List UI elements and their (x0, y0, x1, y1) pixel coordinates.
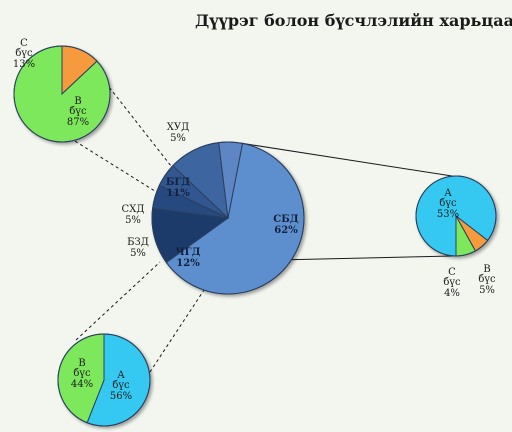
label-value: 53% (437, 209, 459, 220)
label-name-part: А (117, 370, 125, 381)
label-value: 56% (110, 391, 132, 402)
label-name-part: В (74, 96, 81, 107)
label-name-part: бүс (443, 277, 461, 288)
label-value: 5% (479, 285, 495, 296)
chgd-zones-pie (57, 333, 151, 427)
label-name-part: бүс (15, 48, 33, 59)
connector-chgd-1 (75, 261, 161, 341)
label-name-part: В (483, 264, 490, 275)
connector-hud-1 (69, 137, 167, 199)
label-name-part: БГД (166, 177, 190, 188)
label-value: 13% (13, 59, 35, 70)
chgd-zones-outline (57, 333, 151, 427)
connector-hud-2 (101, 77, 183, 181)
label-name-part: СХД (122, 204, 145, 215)
label-name-part: А (444, 188, 452, 199)
label-value: 62% (274, 225, 298, 236)
label-name-part: СБД (273, 214, 299, 225)
districts-label-bzd: БЗД 5% (127, 237, 149, 259)
label-name-part: В (78, 358, 85, 369)
districts-pie (151, 141, 305, 295)
connector-chgd-2 (149, 289, 205, 373)
label-value: 12% (176, 258, 200, 269)
label-value: 4% (444, 288, 460, 299)
label-value: 87% (67, 117, 89, 128)
label-name-part: бүс (112, 380, 130, 391)
sbd-zones-outline (415, 175, 497, 257)
label-name-part: бүс (73, 368, 91, 379)
label-value: 5% (170, 133, 186, 144)
label-name-part: ЧГД (176, 247, 201, 258)
districts-label-bgd: БГД 11% (166, 177, 190, 199)
label-name-part: бүс (478, 274, 496, 285)
districts-outline (151, 141, 305, 295)
label-value: 5% (125, 215, 141, 226)
chart-title: Дүүрэг болон бүсчлэлийн харьцаа (195, 11, 512, 30)
label-name-part: С (448, 267, 456, 278)
sbd-zones-pie (415, 175, 497, 257)
districts-label-shd: СХД 5% (122, 204, 145, 226)
label-name-part: ХУД (167, 122, 189, 133)
label-name-part: БЗД (127, 237, 149, 248)
connector-sbd-top (242, 142, 453, 177)
districts-label-sbd: СБД 62% (273, 214, 299, 236)
hud-zones-pie (13, 45, 111, 143)
label-value: 11% (166, 188, 190, 199)
label-name-part: С (20, 38, 28, 49)
label-value: 5% (130, 248, 146, 259)
pie-charts (13, 45, 497, 427)
label-name-part: бүс (439, 198, 457, 209)
districts-label-chgd: ЧГД 12% (176, 247, 201, 269)
slice-labels: СБД 62%ЧГД 12%БГД 11%ХУД 5%СХД 5%БЗД 5%А бүс 53%… (13, 38, 496, 402)
label-value: 44% (71, 379, 93, 390)
hud-zones-outline (13, 45, 111, 143)
label-name-part: бүс (69, 106, 87, 117)
districts-label-hud: ХУД 5% (167, 122, 189, 144)
